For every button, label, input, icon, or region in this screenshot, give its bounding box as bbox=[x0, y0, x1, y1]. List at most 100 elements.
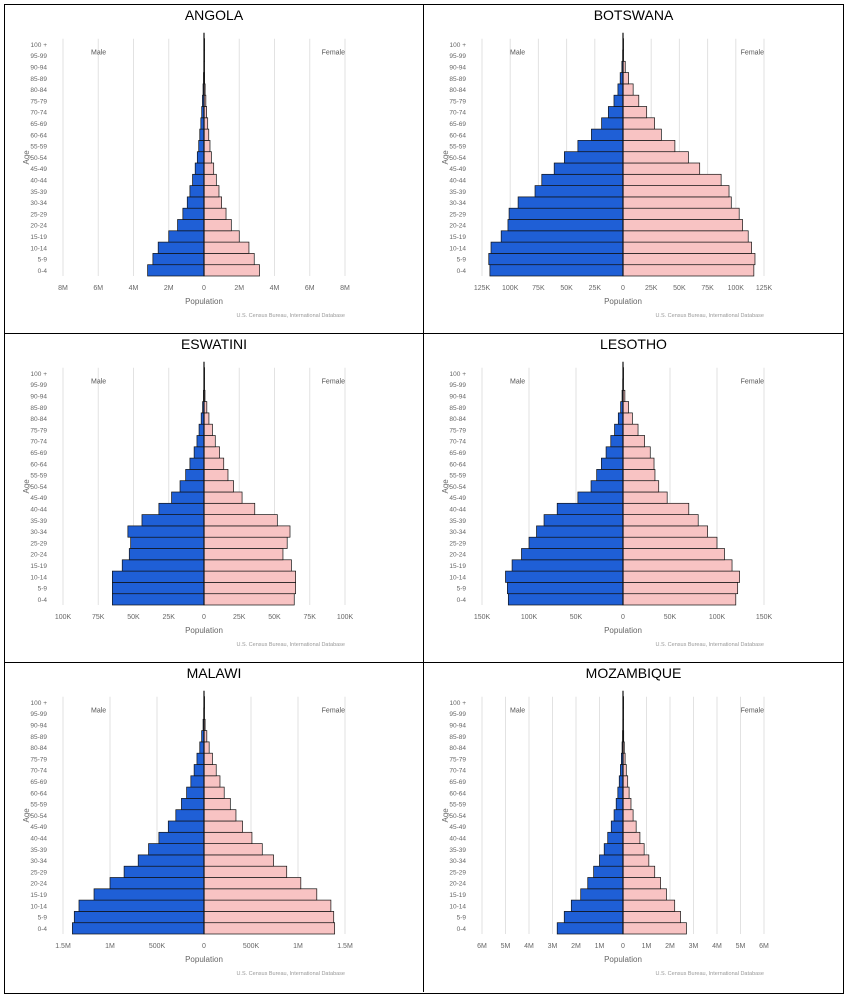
x-tick-label: 75K bbox=[532, 285, 545, 292]
age-tick-label: 100 + bbox=[450, 42, 467, 49]
male-bar bbox=[152, 253, 205, 266]
male-bar bbox=[610, 435, 624, 448]
age-tick-label: 10-14 bbox=[449, 903, 466, 910]
age-tick-label: 95-99 bbox=[449, 53, 466, 60]
age-tick-label: 20-24 bbox=[30, 223, 47, 230]
age-tick-label: 60-64 bbox=[30, 132, 47, 139]
age-tick-label: 75-79 bbox=[449, 98, 466, 105]
age-tick-label: 25-29 bbox=[449, 540, 466, 547]
age-tick-label: 100 + bbox=[31, 700, 48, 707]
female-bar bbox=[203, 854, 274, 867]
male-bar bbox=[190, 775, 205, 788]
male-bar bbox=[511, 559, 624, 572]
x-tick-label: 1.5M bbox=[337, 943, 353, 950]
male-bar bbox=[553, 162, 624, 175]
female-bar bbox=[622, 899, 676, 912]
female-bar bbox=[203, 752, 213, 765]
female-bar bbox=[622, 128, 662, 141]
y-axis-label: Age bbox=[441, 150, 450, 165]
male-bar bbox=[610, 820, 624, 833]
age-tick-label: 20-24 bbox=[449, 552, 466, 559]
female-bar bbox=[203, 469, 229, 482]
age-tick-label: 95-99 bbox=[30, 382, 47, 389]
female-bar bbox=[203, 173, 217, 186]
panel-title: BOTSWANA bbox=[593, 7, 674, 23]
x-tick-label: 25K bbox=[163, 614, 176, 621]
female-bar bbox=[203, 162, 215, 175]
female-bar bbox=[622, 241, 752, 254]
age-tick-label: 75-79 bbox=[30, 98, 47, 105]
male-bar bbox=[577, 140, 624, 153]
panel-angola: ANGOLA 8M 6M 4M 2M 0 2M 4M 6M 8M 0-4 5-9 10-14 15-19… bbox=[5, 5, 424, 334]
age-tick-label: 75-79 bbox=[30, 427, 47, 434]
x-tick-label: 50K bbox=[268, 614, 281, 621]
panel-malawi: MALAWI 1.5M 1M 500K 0 500K 1M 1.5M 0-4 5-9 10-14 1… bbox=[5, 663, 424, 992]
age-tick-label: 65-69 bbox=[449, 779, 466, 786]
female-bar bbox=[622, 401, 629, 414]
age-tick-label: 65-69 bbox=[30, 779, 47, 786]
male-bar bbox=[72, 922, 205, 935]
x-tick-label: 6M bbox=[93, 285, 103, 292]
x-tick-label: 25K bbox=[589, 285, 602, 292]
male-bar bbox=[489, 264, 624, 277]
female-bar bbox=[203, 185, 220, 198]
female-bar bbox=[203, 877, 302, 890]
female-bar bbox=[622, 593, 737, 606]
x-tick-label: 125K bbox=[756, 285, 773, 292]
male-bar bbox=[137, 854, 205, 867]
age-tick-label: 100 + bbox=[31, 371, 48, 378]
male-bar bbox=[196, 752, 205, 765]
male-bar bbox=[587, 877, 624, 890]
panel-botswana: BOTSWANA 125K 100K 75K 50K 25K 0 25K 50K 75K 100K… bbox=[424, 5, 843, 334]
population-pyramid-chart: 100K 75K 50K 25K 0 25K 50K 75K 100K 0-4 5-9 10-14 15… bbox=[22, 361, 353, 648]
y-axis-label: Age bbox=[22, 479, 31, 494]
x-tick-label: 50K bbox=[664, 614, 677, 621]
female-bar bbox=[622, 559, 733, 572]
age-tick-label: 85-89 bbox=[30, 76, 47, 83]
female-bar bbox=[203, 253, 255, 266]
age-tick-label: 45-49 bbox=[449, 824, 466, 831]
male-bar bbox=[171, 491, 205, 504]
age-tick-label: 5-9 bbox=[38, 915, 48, 922]
female-bar bbox=[203, 423, 213, 436]
age-tick-label: 85-89 bbox=[30, 734, 47, 741]
age-tick-label: 45-49 bbox=[449, 166, 466, 173]
age-tick-label: 20-24 bbox=[30, 552, 47, 559]
female-bar bbox=[203, 809, 237, 822]
age-tick-label: 55-59 bbox=[449, 144, 466, 151]
female-bar bbox=[203, 911, 335, 924]
male-bar bbox=[607, 831, 624, 844]
x-tick-label: 3M bbox=[548, 943, 558, 950]
panel-title: ESWATINI bbox=[180, 336, 248, 352]
age-tick-label: 55-59 bbox=[30, 144, 47, 151]
female-bar bbox=[622, 911, 681, 924]
female-bar bbox=[622, 865, 656, 878]
age-tick-label: 5-9 bbox=[38, 586, 48, 593]
age-tick-label: 60-64 bbox=[449, 461, 466, 468]
female-bar bbox=[203, 843, 263, 856]
source-note: U.S. Census Bureau, International Databa… bbox=[655, 313, 764, 319]
x-tick-label: 500K bbox=[149, 943, 166, 950]
female-bar bbox=[203, 412, 210, 425]
female-bar bbox=[622, 423, 639, 436]
age-tick-label: 10-14 bbox=[30, 574, 47, 581]
male-bar bbox=[130, 536, 205, 549]
age-tick-label: 15-19 bbox=[449, 892, 466, 899]
male-bar bbox=[127, 525, 205, 538]
male-bar bbox=[158, 831, 205, 844]
age-tick-label: 30-34 bbox=[30, 200, 47, 207]
x-tick-label: 125K bbox=[474, 285, 491, 292]
age-tick-label: 80-84 bbox=[30, 87, 47, 94]
female-bar bbox=[622, 207, 740, 220]
female-bar bbox=[203, 559, 292, 572]
male-bar bbox=[177, 219, 205, 232]
x-tick-label: 6M bbox=[759, 943, 769, 950]
y-axis-label: Age bbox=[441, 808, 450, 823]
male-bar bbox=[605, 446, 624, 459]
male-bar bbox=[580, 888, 624, 901]
female-bar bbox=[203, 457, 225, 470]
female-bar bbox=[203, 196, 222, 209]
male-bar bbox=[603, 843, 624, 856]
male-bar bbox=[157, 241, 205, 254]
female-label: Female bbox=[322, 708, 345, 715]
